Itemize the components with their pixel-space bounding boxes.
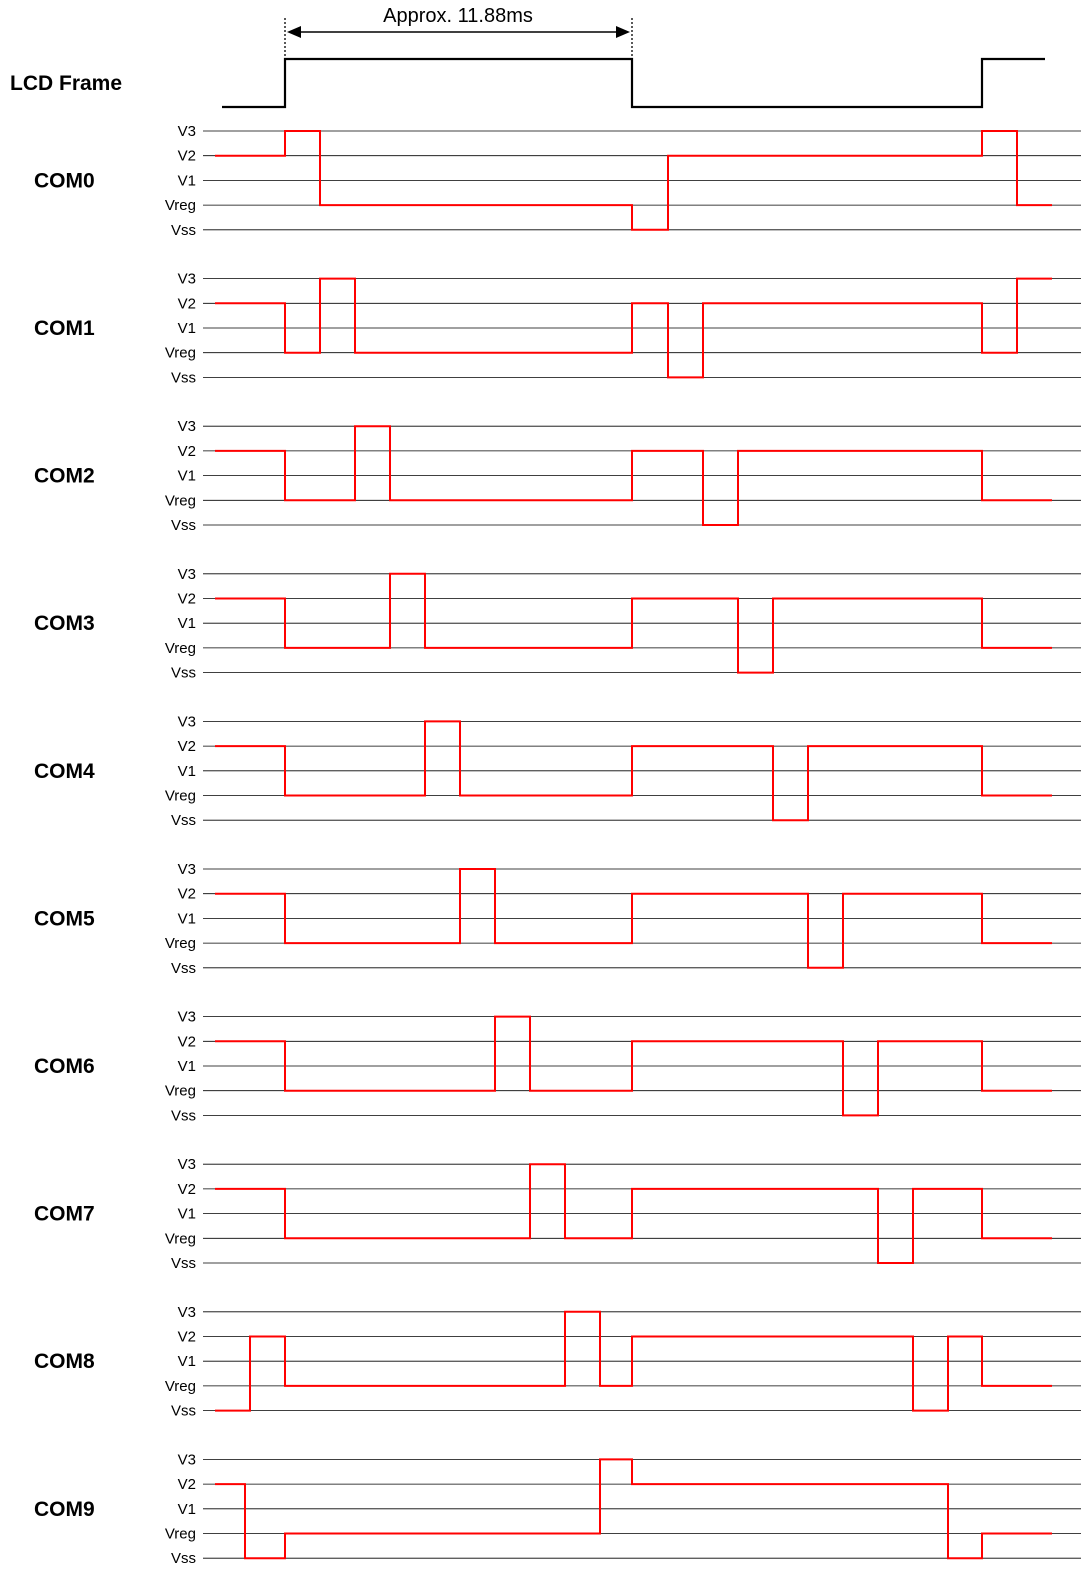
level-label: V1: [178, 320, 196, 337]
com-label: COM8: [34, 1350, 95, 1373]
level-label: V1: [178, 615, 196, 632]
com-label: COM5: [34, 907, 95, 930]
com-label: COM2: [34, 465, 95, 488]
level-label: Vreg: [165, 935, 196, 952]
lcd-frame-waveform: [222, 57, 1045, 109]
com-row: V3 V2 V1 Vreg Vss COM0: [34, 123, 1081, 239]
level-label: Vreg: [165, 197, 196, 214]
level-label: Vss: [171, 1107, 196, 1124]
level-label: Vss: [171, 665, 196, 682]
com-label: COM1: [34, 317, 95, 340]
level-label: Vss: [171, 1550, 196, 1567]
level-label: V1: [178, 1058, 196, 1075]
com-label: COM3: [34, 612, 95, 635]
level-label: Vreg: [165, 640, 196, 657]
level-label: V1: [178, 763, 196, 780]
level-label: V2: [178, 295, 196, 312]
level-label: V1: [178, 1353, 196, 1370]
level-label: V2: [178, 591, 196, 608]
com-waveform: [215, 572, 1052, 674]
com-label: COM6: [34, 1055, 95, 1078]
com-row: V3 V2 V1 Vreg Vss COM2: [34, 418, 1081, 534]
level-label: Vreg: [165, 1230, 196, 1247]
com-row: V3 V2 V1 Vreg Vss COM7: [34, 1156, 1081, 1272]
com-waveform: [215, 1015, 1052, 1117]
com-waveform: [215, 868, 1052, 969]
level-label: V3: [178, 1009, 196, 1026]
level-label: V2: [178, 1033, 196, 1050]
level-label: Vreg: [165, 492, 196, 509]
lcd-frame-signal: LCD Frame Approx. 11.88ms: [10, 5, 1045, 109]
level-label: Vss: [171, 369, 196, 386]
level-label: V2: [178, 886, 196, 903]
level-label: V1: [178, 1501, 196, 1518]
level-label: Vreg: [165, 1083, 196, 1100]
level-label: V2: [178, 1476, 196, 1493]
com-label: COM4: [34, 760, 95, 783]
level-label: V3: [178, 1156, 196, 1173]
level-label: V3: [178, 123, 196, 140]
lcd-frame-label: LCD Frame: [10, 72, 122, 95]
level-label: V2: [178, 148, 196, 165]
level-label: V1: [178, 172, 196, 189]
com-row: V3 V2 V1 Vreg Vss COM6: [34, 1009, 1081, 1124]
level-label: V1: [178, 1206, 196, 1223]
level-label: Vss: [171, 222, 196, 239]
com-row: V3 V2 V1 Vreg Vss COM8: [34, 1304, 1081, 1420]
level-label: V2: [178, 738, 196, 755]
com-waveform: [215, 1310, 1052, 1412]
com-label: COM0: [34, 169, 95, 192]
com-row: V3 V2 V1 Vreg Vss COM3: [34, 566, 1081, 682]
level-label: V1: [178, 910, 196, 927]
com-waveform: [215, 277, 1052, 379]
com-waveform: [215, 1163, 1052, 1264]
level-label: Vreg: [165, 1378, 196, 1395]
level-label: V3: [178, 566, 196, 583]
period-arrowhead-right: [616, 26, 630, 38]
com-row: V3 V2 V1 Vreg Vss COM1: [34, 271, 1081, 386]
level-label: Vss: [171, 517, 196, 534]
level-label: Vss: [171, 1255, 196, 1272]
level-label: V3: [178, 271, 196, 288]
com-waveform: [215, 130, 1052, 231]
com-label: COM9: [34, 1498, 95, 1521]
com-row: V3 V2 V1 Vreg Vss COM4: [34, 713, 1081, 829]
level-label: Vss: [171, 1403, 196, 1420]
com-row: V3 V2 V1 Vreg Vss COM5: [34, 861, 1081, 977]
period-label: Approx. 11.88ms: [383, 5, 533, 27]
level-label: V3: [178, 861, 196, 878]
level-label: Vreg: [165, 345, 196, 362]
level-label: V2: [178, 1181, 196, 1198]
level-label: Vss: [171, 812, 196, 829]
com-label: COM7: [34, 1203, 95, 1226]
period-arrowhead-left: [287, 26, 301, 38]
level-label: V3: [178, 1304, 196, 1321]
com-rows: V3 V2 V1 Vreg Vss COM0 V3 V2 V1 Vreg Vss COM1 V3 V2 V1…: [34, 123, 1081, 1567]
level-label: V3: [178, 418, 196, 435]
level-label: Vss: [171, 960, 196, 977]
level-label: V2: [178, 1329, 196, 1346]
level-label: Vreg: [165, 1526, 196, 1543]
com-waveform: [215, 425, 1052, 526]
level-label: Vreg: [165, 788, 196, 805]
com-waveform: [215, 720, 1052, 822]
level-label: V3: [178, 713, 196, 730]
level-label: V1: [178, 468, 196, 485]
com-row: V3 V2 V1 Vreg Vss COM9: [34, 1451, 1081, 1567]
com-waveform: [215, 1458, 1052, 1560]
level-label: V3: [178, 1451, 196, 1468]
level-label: V2: [178, 443, 196, 460]
